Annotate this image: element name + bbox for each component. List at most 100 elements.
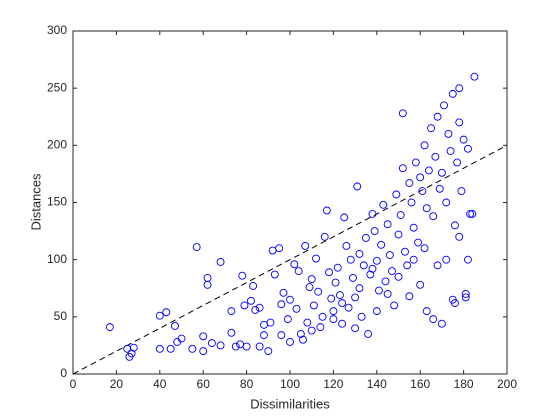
scatter-point xyxy=(388,267,396,276)
scatter-point xyxy=(286,338,294,346)
scatter-point xyxy=(433,261,442,270)
scatter-point xyxy=(249,282,258,290)
scatter-point xyxy=(435,184,444,193)
scatter-point xyxy=(231,342,240,351)
x-tick-label: 0 xyxy=(70,377,77,391)
scatter-point xyxy=(431,152,440,161)
scatter-point xyxy=(461,290,470,298)
scatter-point xyxy=(411,158,420,167)
scatter-point xyxy=(366,270,375,279)
scatter-point xyxy=(335,291,344,300)
scatter-point xyxy=(372,307,381,316)
scatter-point xyxy=(329,307,338,316)
y-tick-label: 50 xyxy=(54,309,68,323)
scatter-point xyxy=(405,292,414,301)
scatter-point xyxy=(372,256,381,265)
scatter-point xyxy=(427,124,435,133)
scatter-point xyxy=(429,212,438,221)
scatter-point xyxy=(348,274,357,282)
scatter-point xyxy=(381,277,390,286)
scatter-point xyxy=(227,328,236,337)
scatter-point xyxy=(440,101,449,110)
scatter-point xyxy=(351,324,360,333)
scatter-point xyxy=(433,112,442,121)
scatter-point xyxy=(368,209,377,218)
scatter-point xyxy=(188,344,197,353)
scatter-point xyxy=(346,255,355,264)
scatter-point xyxy=(383,290,392,298)
scatter-point xyxy=(394,230,403,239)
scatter-point xyxy=(392,190,401,199)
scatter-point xyxy=(409,255,418,264)
scatter-point xyxy=(296,330,305,338)
scatter-point xyxy=(240,301,249,310)
scatter-point xyxy=(238,271,247,280)
scatter-point xyxy=(255,303,264,312)
x-tick-label: 200 xyxy=(497,377,517,391)
scatter-point xyxy=(383,220,392,229)
scatter-point xyxy=(355,249,364,258)
scatter-point xyxy=(260,331,268,340)
scatter-point xyxy=(275,244,284,253)
scatter-point xyxy=(251,306,260,314)
scatter-point xyxy=(199,347,208,356)
scatter-point xyxy=(418,187,427,196)
scatter-point xyxy=(401,247,409,256)
scatter-point xyxy=(105,323,114,332)
scatter-point xyxy=(403,261,412,270)
scatter-point xyxy=(301,241,310,250)
scatter-point xyxy=(162,308,171,317)
scatter-point xyxy=(353,182,362,191)
scatter-point xyxy=(398,164,407,173)
scatter-point xyxy=(455,232,464,241)
scatter-point xyxy=(437,319,446,328)
y-tick-label: 250 xyxy=(47,80,67,94)
scatter-point xyxy=(333,263,342,272)
scatter-point xyxy=(127,349,136,358)
x-tick-label: 120 xyxy=(323,377,343,391)
scatter-point xyxy=(307,275,316,284)
scatter-point xyxy=(444,129,453,138)
scatter-point xyxy=(437,168,446,177)
scatter-point xyxy=(357,312,366,321)
scatter-point xyxy=(316,323,325,332)
scatter-point xyxy=(255,342,264,351)
scatter-point xyxy=(422,307,431,316)
scatter-point xyxy=(364,330,373,338)
scatter-point xyxy=(283,315,292,324)
scatter-point xyxy=(303,318,312,327)
scatter-point xyxy=(290,260,299,269)
x-tick-label: 160 xyxy=(410,377,430,391)
scatter-point xyxy=(155,311,164,320)
scatter-point xyxy=(203,274,212,282)
scatter-point xyxy=(338,299,347,308)
scatter-point xyxy=(420,244,429,253)
scatter-point xyxy=(468,209,477,218)
scatter-point xyxy=(416,280,425,289)
scatter-point xyxy=(407,198,416,207)
scatter-point xyxy=(394,272,403,281)
reference-line xyxy=(72,144,508,375)
scatter-point xyxy=(329,315,338,324)
scatter-point xyxy=(442,255,451,264)
x-tick-label: 100 xyxy=(280,377,300,391)
scatter-point xyxy=(242,342,251,351)
scatter-point xyxy=(340,213,349,222)
scatter-point xyxy=(318,312,327,321)
scatter-point xyxy=(286,295,294,304)
scatter-point xyxy=(314,287,323,296)
scatter-point xyxy=(270,270,279,279)
scatter-point xyxy=(279,288,288,297)
scatter-point xyxy=(470,72,479,81)
scatter-point xyxy=(199,332,208,341)
y-tick-label: 0 xyxy=(60,366,67,380)
scatter-point xyxy=(227,307,236,316)
scatter-point xyxy=(292,304,301,313)
scatter-point xyxy=(277,300,286,309)
scatter-point xyxy=(455,118,464,127)
scatter-point xyxy=(379,200,388,209)
scatter-point xyxy=(446,147,455,156)
scatter-point xyxy=(463,255,472,264)
scatter-point xyxy=(359,261,368,270)
